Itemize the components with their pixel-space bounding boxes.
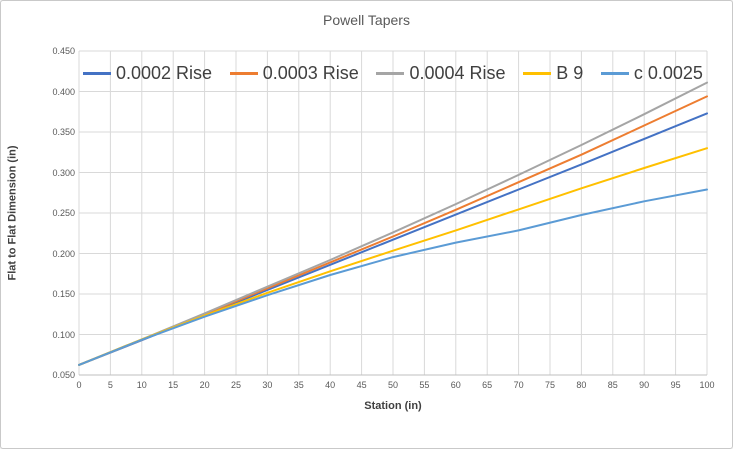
x-tick-label: 80 (576, 380, 587, 390)
y-tick-label: 0.100 (52, 329, 75, 340)
x-axis-tick-labels: 0 5 10 15 20 25 30 35 40 45 50 55 60 65 70 75 80 85 90 95 10… (76, 380, 714, 392)
legend: 0.0002 Rise 0.0003 Rise 0.0004 Rise B 9 c 0.… (83, 58, 703, 88)
y-tick-label: 0.300 (52, 167, 75, 178)
legend-label: 0.0002 Rise (116, 62, 213, 83)
legend-item-0.0004-rise[interactable]: 0.0004 Rise (376, 62, 506, 84)
y-axis-tick-labels: 0.050 0.100 0.150 0.200 0.250 0.300 0.350 0.400… (27, 46, 75, 380)
x-tick-label: 70 (513, 380, 524, 390)
plot-area (78, 50, 708, 376)
legend-label: c 0.0025 (633, 62, 703, 83)
x-tick-label: 10 (136, 380, 147, 390)
legend-item-0.0003-rise[interactable]: 0.0003 Rise (229, 62, 359, 84)
y-axis-title: Flat to Flat Dimension (in) (1, 51, 25, 375)
x-tick-label: 45 (356, 380, 367, 390)
x-tick-label: 15 (168, 380, 179, 390)
legend-item-b-9[interactable]: B 9 (523, 63, 583, 84)
x-tick-label: 65 (482, 380, 493, 390)
legend-label: 0.0003 Rise (262, 62, 359, 83)
x-tick-label: 40 (325, 380, 336, 390)
series-line-0.0004-rise (78, 81, 708, 366)
y-tick-label: 0.250 (52, 208, 75, 218)
legend-line-swatch-icon (229, 71, 258, 75)
x-tick-label: 5 (107, 380, 113, 390)
y-tick-label: 0.400 (52, 86, 75, 97)
x-tick-label: 55 (419, 380, 430, 390)
x-tick-label: 60 (450, 380, 461, 390)
x-tick-label: 50 (387, 380, 399, 390)
legend-line-swatch-icon (523, 71, 552, 75)
chart-title: Powell Tapers (323, 12, 410, 28)
legend-label: 0.0004 Rise (409, 62, 506, 83)
y-tick-label: 0.450 (52, 46, 75, 56)
y-axis-title-text: Flat to Flat Dimension (in) (7, 145, 19, 281)
y-tick-label: 0.150 (52, 289, 75, 299)
x-tick-label: 35 (293, 380, 304, 390)
legend-line-swatch-icon (83, 71, 111, 75)
x-axis-title: Station (in) (364, 400, 422, 412)
y-tick-label: 0.200 (52, 248, 75, 259)
legend-line-swatch-icon (376, 71, 405, 75)
x-tick-label: 0 (76, 380, 82, 390)
legend-item-c-0.0025[interactable]: c 0.0025 (600, 62, 703, 84)
x-tick-label: 95 (670, 380, 681, 390)
x-tick-label: 75 (544, 380, 556, 390)
x-tick-label: 20 (199, 380, 210, 390)
y-tick-label: 0.350 (52, 127, 75, 137)
x-tick-label: 100 (699, 380, 715, 390)
y-tick-label: 0.050 (52, 370, 75, 380)
series-line-c-0.0025 (78, 188, 708, 366)
x-tick-label: 90 (639, 380, 650, 390)
legend-line-swatch-icon (600, 71, 629, 75)
x-tick-label: 85 (607, 380, 618, 390)
legend-label: B 9 (556, 62, 584, 83)
x-tick-label: 25 (230, 380, 242, 390)
legend-item-0.0002-rise[interactable]: 0.0002 Rise (83, 63, 212, 84)
x-tick-label: 30 (262, 380, 273, 390)
